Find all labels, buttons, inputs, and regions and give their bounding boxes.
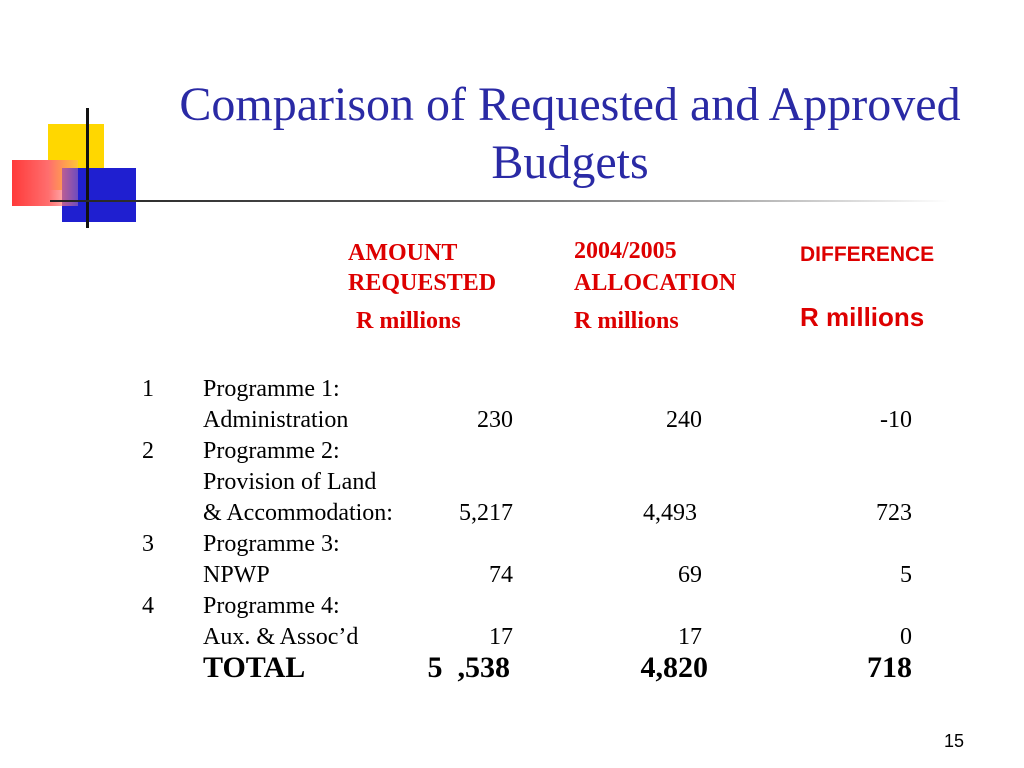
- row-program-name: Provision of Land: [203, 469, 377, 495]
- row-allocation-value: 4,493: [643, 500, 697, 526]
- total-difference-value: 718: [867, 651, 912, 684]
- header-requested-line1: AMOUNT: [348, 240, 458, 266]
- title-underline: [50, 200, 950, 202]
- total-allocation-value: 4,820: [640, 651, 709, 684]
- row-allocation-value: 17: [678, 624, 702, 650]
- row-program-name: Administration: [203, 407, 349, 433]
- header-allocation-line1: 2004/2005: [574, 238, 677, 264]
- row-program-label: Programme 2:: [203, 438, 340, 464]
- header-allocation-unit: R millions: [574, 308, 679, 334]
- logo-red-square: [12, 160, 78, 206]
- row-program-label: Programme 1:: [203, 376, 340, 402]
- row-number: 1: [142, 376, 154, 402]
- row-requested-value: 5,217: [459, 500, 513, 526]
- row-number: 4: [142, 593, 154, 619]
- row-program-name-cont: & Accommodation:: [203, 500, 393, 526]
- row-number: 2: [142, 438, 154, 464]
- row-difference-value: 0: [900, 624, 912, 650]
- row-number: 3: [142, 531, 154, 557]
- logo-vertical-line: [86, 108, 89, 228]
- row-program-name: NPWP: [203, 562, 270, 588]
- header-requested-line2: REQUESTED: [348, 270, 497, 296]
- header-allocation-line2: ALLOCATION: [574, 270, 737, 296]
- row-allocation-value: 240: [666, 407, 702, 433]
- slide-title: Comparison of Requested and Approved Bud…: [179, 78, 961, 189]
- header-difference-unit: R millions: [800, 302, 925, 332]
- row-program-label: Programme 4:: [203, 593, 340, 619]
- header-requested-unit: R millions: [356, 308, 461, 334]
- row-difference-value: 723: [876, 500, 912, 526]
- total-requested-value: 5 ,538: [427, 651, 511, 684]
- row-difference-value: 5: [900, 562, 912, 588]
- row-requested-value: 230: [477, 407, 513, 433]
- row-difference-value: -10: [880, 407, 912, 433]
- header-difference-line1: DIFFERENCE: [800, 243, 935, 266]
- row-requested-value: 17: [489, 624, 513, 650]
- row-program-label: Programme 3:: [203, 531, 340, 557]
- row-requested-value: 74: [489, 562, 513, 588]
- page-number: 15: [943, 731, 964, 751]
- row-program-name: Aux. & Assoc’d: [203, 624, 359, 650]
- total-label: TOTAL: [203, 651, 306, 684]
- row-allocation-value: 69: [678, 562, 702, 588]
